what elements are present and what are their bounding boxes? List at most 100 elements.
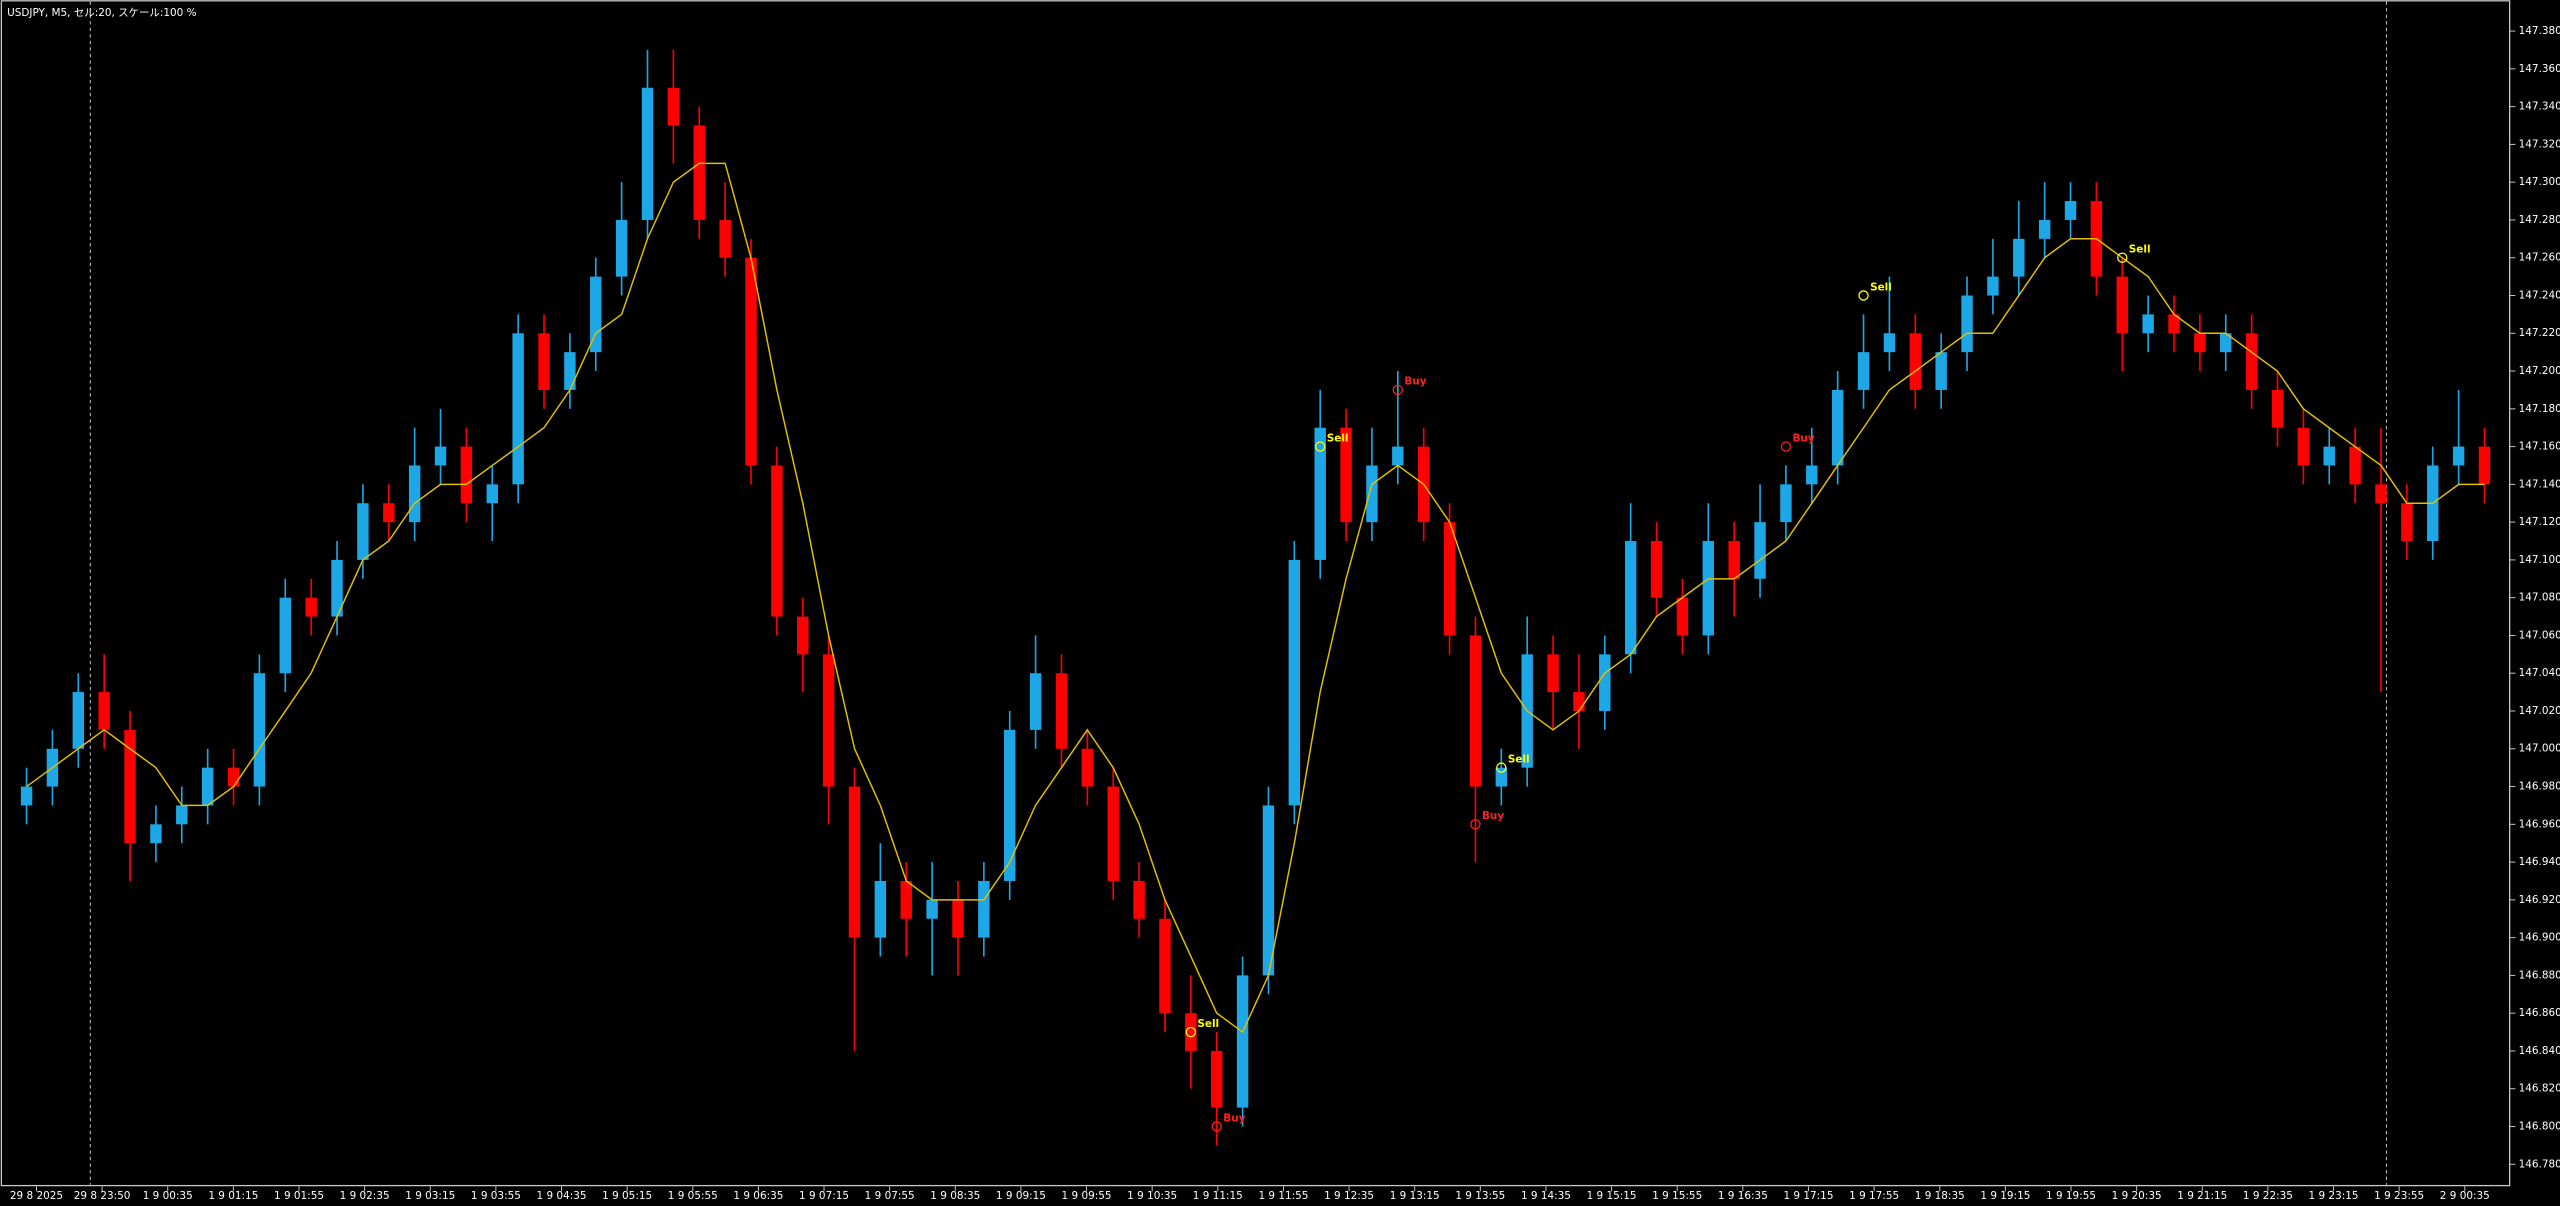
candle-body xyxy=(2452,446,2465,466)
x-tick-label: 1 9 15:55 xyxy=(1652,1190,1702,1202)
candle-body xyxy=(176,805,188,825)
candle-body xyxy=(641,87,654,220)
candle-body xyxy=(2245,333,2258,390)
signal-marker xyxy=(1392,384,1404,396)
candle-body xyxy=(1676,597,1689,636)
y-tick-label: 146.920 xyxy=(2519,894,2560,906)
candle-body xyxy=(1547,654,1559,693)
candle-body xyxy=(667,87,680,126)
candle-body xyxy=(150,824,162,844)
candle-body xyxy=(2478,446,2491,485)
y-tick-label: 147.180 xyxy=(2519,403,2560,415)
candle-body xyxy=(2116,276,2128,334)
candle-body xyxy=(1469,635,1482,787)
y-tick-label: 147.240 xyxy=(2519,289,2560,301)
plot-frame xyxy=(0,0,2511,1187)
candle-body xyxy=(486,484,498,504)
x-tick-label: 1 9 17:55 xyxy=(1849,1190,1899,1202)
candle-body xyxy=(1004,729,1016,881)
candle-body xyxy=(1702,541,1715,636)
candle-body xyxy=(1806,465,1818,485)
candle-body xyxy=(1392,446,1404,466)
candle-body xyxy=(1443,522,1456,636)
y-tick-label: 147.080 xyxy=(2519,592,2560,604)
y-tick-label: 146.800 xyxy=(2519,1120,2560,1132)
candle-body xyxy=(1599,654,1611,711)
x-tick-label: 1 9 22:35 xyxy=(2243,1190,2293,1202)
candle-body xyxy=(693,125,705,220)
candle-body xyxy=(1780,484,1792,523)
x-tick-label: 1 9 02:35 xyxy=(340,1190,390,1202)
candle-body xyxy=(1210,1050,1223,1108)
y-tick-label: 147.340 xyxy=(2519,101,2560,113)
y-tick-label: 147.280 xyxy=(2519,214,2560,226)
x-tick-label: 1 9 01:55 xyxy=(274,1190,324,1202)
x-tick-label: 1 9 09:55 xyxy=(1062,1190,1112,1202)
y-tick-label: 147.000 xyxy=(2519,743,2560,755)
candle-body xyxy=(2297,427,2310,466)
x-tick-label: 1 9 06:35 xyxy=(733,1190,783,1202)
candle-body xyxy=(512,333,524,485)
x-tick-label: 29 8 2025 xyxy=(10,1190,63,1202)
candle-body xyxy=(1366,465,1378,523)
signal-marker xyxy=(1858,290,1869,301)
y-tick-label: 146.980 xyxy=(2519,781,2560,793)
x-tick-label: 1 9 00:35 xyxy=(143,1190,193,1202)
y-tick-label: 147.360 xyxy=(2519,63,2560,75)
x-tick-label: 1 9 23:55 xyxy=(2374,1190,2424,1202)
candle-body xyxy=(72,692,85,749)
candle-body xyxy=(98,692,110,730)
x-tick-label: 1 9 15:15 xyxy=(1587,1190,1637,1202)
signal-marker xyxy=(1185,1026,1197,1038)
candle-body xyxy=(1288,559,1301,806)
x-tick-label: 1 9 10:35 xyxy=(1127,1190,1177,1202)
y-tick-label: 146.820 xyxy=(2519,1083,2560,1095)
candle-body xyxy=(2168,314,2180,334)
candle-body xyxy=(124,729,136,844)
candle-body xyxy=(1961,295,1973,353)
candle-body xyxy=(1754,522,1766,579)
y-tick-label: 146.940 xyxy=(2519,856,2560,868)
x-tick-label: 1 9 05:55 xyxy=(668,1190,718,1202)
signal-label: Sell xyxy=(2129,244,2151,256)
candle-body xyxy=(383,503,395,523)
candle-body xyxy=(1883,333,1896,353)
chart-title: USDJPY, M5, セル:20, スケール:100 % xyxy=(7,7,197,19)
candle-body xyxy=(822,654,835,787)
candle-body xyxy=(1624,541,1637,655)
signal-marker xyxy=(1314,441,1326,452)
candle-body xyxy=(952,899,964,938)
y-tick-label: 147.020 xyxy=(2519,705,2560,717)
candle-body xyxy=(1495,767,1508,787)
y-tick-label: 147.320 xyxy=(2519,138,2560,150)
x-tick-label: 1 9 14:35 xyxy=(1521,1190,1571,1202)
y-tick-label: 147.380 xyxy=(2519,25,2560,37)
candle-body xyxy=(2064,201,2077,220)
candle-body xyxy=(771,465,783,617)
candle-body xyxy=(719,219,731,258)
candle-body xyxy=(1055,673,1068,749)
signal-marker xyxy=(1470,819,1481,830)
candle-body xyxy=(1185,1013,1197,1051)
candle-body xyxy=(253,673,266,787)
candle-body xyxy=(434,446,447,466)
x-tick-label: 2 9 00:35 xyxy=(2440,1190,2490,1202)
y-tick-label: 146.900 xyxy=(2519,932,2560,944)
candle-body xyxy=(1081,748,1094,787)
signal-label: Buy xyxy=(1404,376,1426,388)
candle-body xyxy=(926,899,938,919)
candle-body xyxy=(615,219,628,277)
x-tick-label: 1 9 05:15 xyxy=(602,1190,652,1202)
candle-body xyxy=(797,616,809,655)
signal-marker xyxy=(1780,441,1792,452)
x-tick-label: 1 9 23:15 xyxy=(2309,1190,2359,1202)
candle-body xyxy=(1340,427,1352,523)
candle-body xyxy=(1573,692,1585,711)
candle-body xyxy=(2375,484,2387,504)
candle-body xyxy=(2323,446,2335,466)
y-tick-label: 146.880 xyxy=(2519,969,2560,981)
x-tick-label: 1 9 09:15 xyxy=(996,1190,1046,1202)
signal-label: Sell xyxy=(1508,753,1530,765)
y-tick-label: 146.960 xyxy=(2519,818,2560,830)
